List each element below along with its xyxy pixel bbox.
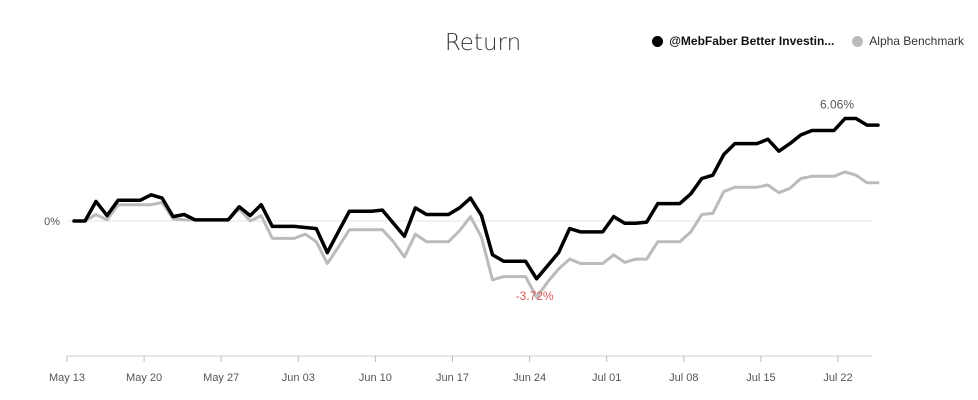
x-tick-label: Jun 17 <box>436 372 469 384</box>
series-line-2[interactable] <box>72 170 880 299</box>
max-annotation: 6.06% <box>820 98 854 112</box>
x-tick-label: Jul 22 <box>823 372 852 384</box>
legend-label: Alpha Benchmark <box>869 34 964 48</box>
series-layer <box>72 116 880 299</box>
annotation-layer: 6.06% -3.72% <box>516 98 855 303</box>
x-tick-label: May 20 <box>126 372 162 384</box>
legend-item-series-2[interactable]: Alpha Benchmark <box>852 34 964 48</box>
x-tick-label: Jun 24 <box>513 372 546 384</box>
x-tick-label: Jun 03 <box>282 372 315 384</box>
x-tick-label: Jul 15 <box>746 372 775 384</box>
x-tick-label: May 27 <box>203 372 239 384</box>
min-annotation: -3.72% <box>516 289 554 303</box>
series-line-1[interactable] <box>72 116 880 281</box>
x-tick-label: Jul 08 <box>669 372 698 384</box>
y-axis: 0% <box>44 216 60 228</box>
y-tick-label: 0% <box>44 216 60 228</box>
legend-item-series-1[interactable]: @MebFaber Better Investin... <box>652 34 834 48</box>
x-tick-label: May 13 <box>49 372 85 384</box>
legend-label: @MebFaber Better Investin... <box>669 34 835 48</box>
x-tick-label: Jul 01 <box>592 372 621 384</box>
chart-title: Return <box>444 30 522 56</box>
legend-dot-icon <box>852 35 864 47</box>
x-tick-label: Jun 10 <box>359 372 392 384</box>
x-axis: May 13 May 20 May 27 Jun 03 Jun 10 Jun 17 Jun … <box>49 355 872 384</box>
legend-dot-icon <box>652 35 664 47</box>
legend: @MebFaber Better Investin... Alpha Bench… <box>634 34 964 48</box>
